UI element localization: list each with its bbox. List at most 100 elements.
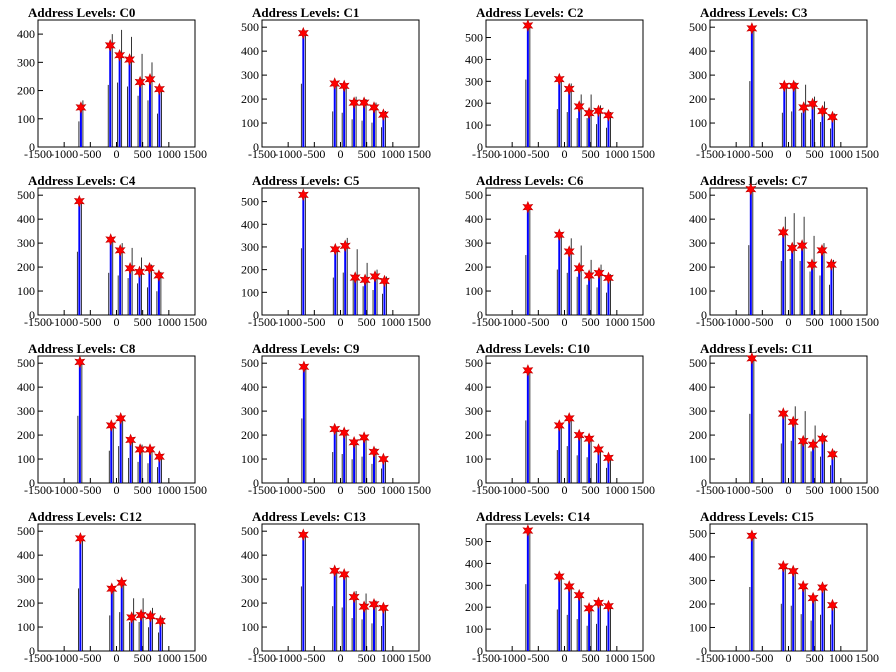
y-tick-label: 300 [465, 578, 483, 592]
red-star-marker [154, 614, 166, 628]
panel-c13: Address Levels: C13 0 100 200 300 400 500 -1500… [241, 509, 431, 665]
y-tick-label: 0 [477, 140, 483, 154]
red-star-marker [563, 580, 575, 593]
y-tick-label: 500 [241, 524, 259, 538]
red-star-marker [114, 49, 126, 62]
red-star-marker [329, 77, 341, 90]
y-tick-label: 500 [17, 356, 35, 370]
y-tick-label: 300 [689, 573, 707, 587]
plot-frame [485, 523, 644, 652]
red-star-marker [145, 610, 157, 623]
x-tick-label: 0 [114, 147, 120, 161]
y-tick-label: 100 [465, 452, 483, 466]
x-tick-label: -500 [303, 651, 325, 665]
x-tick-label: 0 [114, 315, 120, 329]
red-star-marker [522, 364, 534, 377]
x-tick-label: 1500 [855, 147, 879, 161]
x-tick-label: 1500 [631, 651, 655, 665]
panel-c14: Address Levels: C14 0 100 200 300 400 500 -1500… [465, 509, 655, 665]
x-tick-label: 500 [806, 147, 824, 161]
panel-title: Address Levels: C7 [700, 173, 808, 188]
red-star-marker [787, 415, 799, 429]
red-star-marker [573, 262, 585, 275]
x-tick-label: -1500 [248, 651, 276, 665]
y-tick-label: 100 [465, 118, 483, 132]
x-tick-label: -500 [527, 651, 549, 665]
x-tick-label: -1500 [24, 651, 52, 665]
x-tick-label: 1500 [407, 147, 431, 161]
red-star-marker [369, 270, 381, 283]
red-star-marker [329, 242, 341, 256]
x-tick-label: 1500 [183, 651, 207, 665]
x-tick-label: 0 [114, 651, 120, 665]
plot-frame [485, 187, 644, 316]
red-star-marker [134, 443, 146, 456]
y-tick-label: 300 [689, 68, 707, 82]
x-tick-label: 500 [806, 315, 824, 329]
y-tick-label: 400 [689, 44, 707, 58]
red-star-marker [746, 352, 758, 365]
x-tick-label: 500 [582, 483, 600, 497]
y-tick-label: 500 [241, 20, 259, 34]
plot-frame [709, 523, 868, 652]
y-tick-label: 400 [241, 217, 259, 231]
y-tick-label: 300 [17, 55, 35, 69]
y-tick-label: 400 [465, 380, 483, 394]
y-tick-label: 0 [29, 644, 35, 658]
x-tick-label: -1500 [248, 147, 276, 161]
x-tick-label: -1000 [50, 147, 78, 161]
red-star-marker [522, 524, 534, 537]
x-tick-label: 500 [134, 483, 152, 497]
y-tick-label: 300 [241, 240, 259, 254]
red-star-marker [602, 599, 614, 613]
red-star-marker [134, 265, 146, 279]
y-tick-label: 100 [689, 620, 707, 634]
panel-c7: Address Levels: C70100200300400500-1500-… [689, 173, 879, 329]
x-tick-label: 1000 [157, 483, 181, 497]
red-star-marker [807, 591, 819, 605]
y-tick-label: 200 [689, 92, 707, 106]
y-tick-label: 500 [17, 524, 35, 538]
x-tick-label: 500 [134, 651, 152, 665]
red-star-marker [74, 532, 86, 545]
red-star-marker [106, 582, 118, 596]
red-star-marker [806, 258, 818, 272]
red-star-marker [143, 262, 155, 275]
x-tick-label: 1000 [157, 315, 181, 329]
red-star-marker [816, 243, 828, 257]
y-tick-label: 400 [465, 52, 483, 66]
red-star-marker [522, 19, 534, 32]
red-star-marker [358, 431, 370, 444]
y-tick-label: 200 [689, 260, 707, 274]
plot-frame [485, 19, 644, 148]
red-star-marker [826, 598, 838, 612]
red-star-marker [593, 596, 605, 610]
x-tick-label: 0 [562, 651, 568, 665]
red-star-marker [593, 104, 605, 118]
y-tick-label: 200 [465, 600, 483, 614]
x-tick-label: -500 [527, 147, 549, 161]
red-star-marker [602, 451, 614, 465]
x-tick-label: 0 [786, 147, 792, 161]
x-tick-label: -500 [79, 147, 101, 161]
y-tick-label: 0 [477, 308, 483, 322]
x-tick-label: 500 [134, 147, 152, 161]
y-tick-label: 500 [689, 188, 707, 202]
y-tick-label: 300 [465, 74, 483, 88]
x-tick-label: -1500 [696, 147, 724, 161]
x-tick-label: 500 [582, 651, 600, 665]
red-star-marker [126, 611, 138, 624]
y-tick-label: 0 [701, 308, 707, 322]
x-tick-label: 1000 [381, 147, 405, 161]
panel-title: Address Levels: C1 [252, 5, 359, 20]
x-tick-label: 1000 [829, 147, 853, 161]
x-tick-label: 1500 [631, 483, 655, 497]
red-star-marker [124, 53, 135, 66]
x-tick-label: 0 [786, 483, 792, 497]
red-star-marker [338, 567, 350, 581]
red-star-marker [74, 355, 86, 369]
red-star-marker [104, 39, 116, 52]
red-star-marker [553, 419, 565, 432]
panel-title: Address Levels: C3 [700, 5, 808, 20]
red-star-marker [135, 608, 147, 622]
